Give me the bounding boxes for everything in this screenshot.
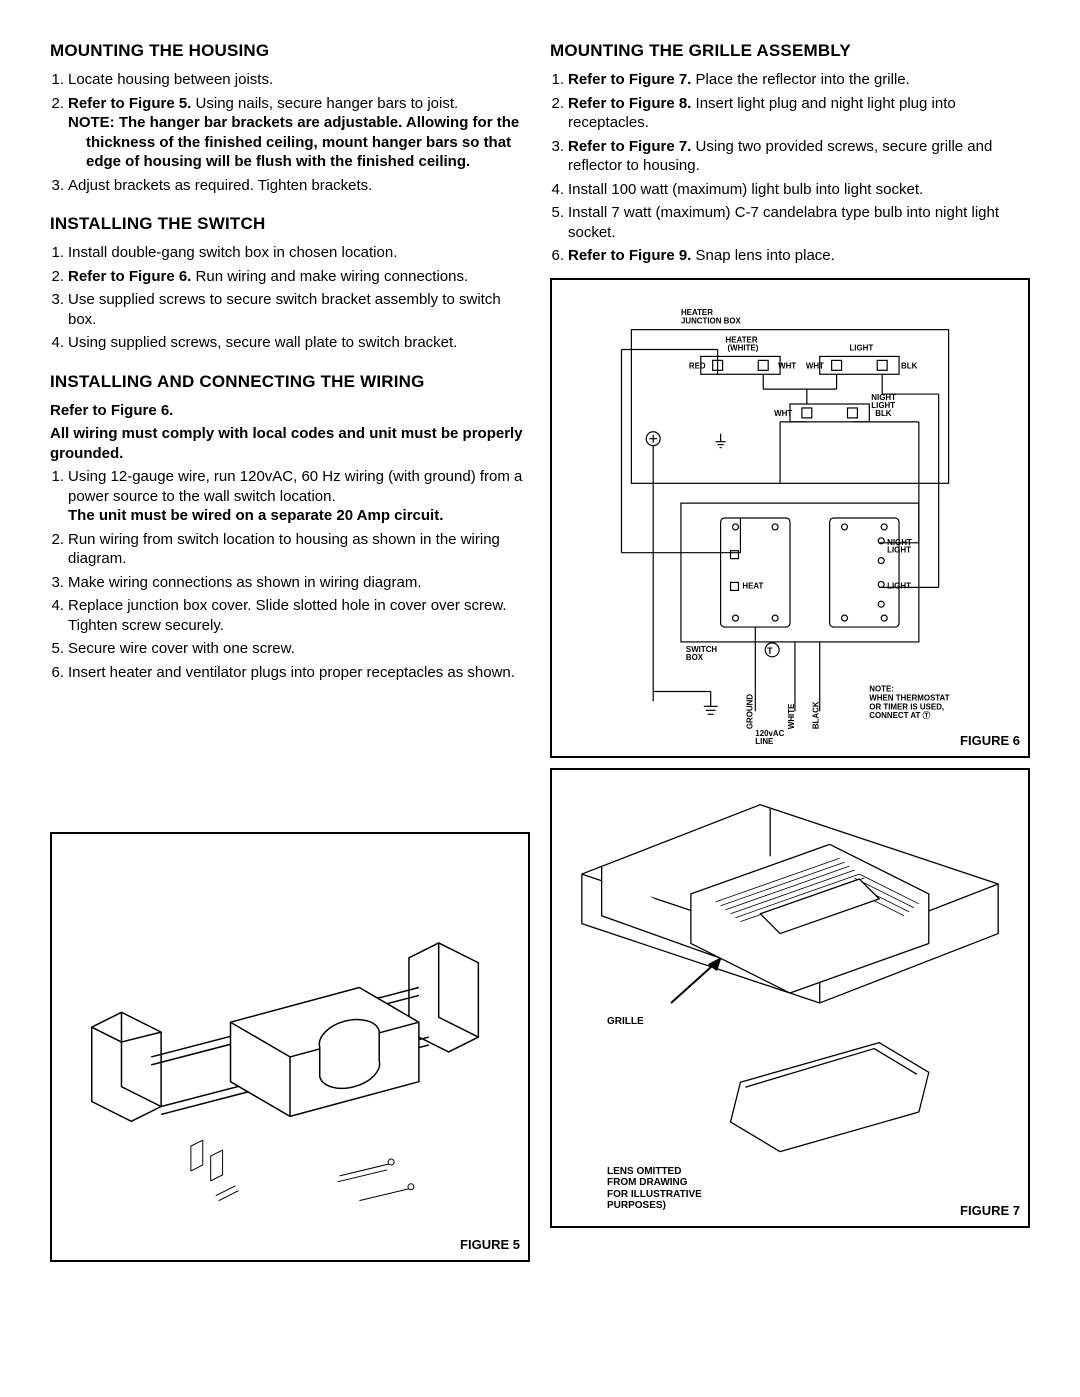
list-item: 2.Refer to Figure 5. Using nails, secure… — [68, 94, 530, 172]
intro-text: All wiring must comply with local codes … — [50, 424, 530, 463]
heading-mounting-housing: MOUNTING THE HOUSING — [50, 40, 530, 62]
label-heater-jb: HEATER — [681, 307, 713, 316]
svg-text:RED: RED — [689, 361, 706, 370]
figure-7: GRILLE LENS OMITTED FROM DRAWING FOR ILL… — [550, 768, 1030, 1228]
svg-text:WHT: WHT — [806, 361, 824, 370]
list-item: 4.Install 100 watt (maximum) light bulb … — [568, 180, 1030, 200]
svg-text:BLACK: BLACK — [812, 701, 821, 729]
svg-text:NOTE:: NOTE: — [869, 684, 894, 693]
list-item: 6.Refer to Figure 9. Snap lens into plac… — [568, 246, 1030, 266]
svg-text:LIGHT: LIGHT — [887, 581, 911, 590]
svg-text:LIGHT: LIGHT — [849, 343, 873, 352]
svg-text:WHEN THERMOSTAT: WHEN THERMOSTAT — [869, 693, 949, 702]
figure-5-label: FIGURE 5 — [460, 1237, 520, 1254]
svg-text:BLK: BLK — [901, 361, 918, 370]
svg-text:(WHITE): (WHITE) — [728, 343, 759, 352]
list-installing-switch: 1.Install double-gang switch box in chos… — [50, 243, 530, 353]
heading-mounting-grille: MOUNTING THE GRILLE ASSEMBLY — [550, 40, 1030, 62]
label-lens-note: LENS OMITTED FROM DRAWING FOR ILLUSTRATI… — [607, 1166, 702, 1212]
svg-text:LIGHT: LIGHT — [887, 545, 911, 554]
figure-5-svg — [62, 844, 518, 1250]
page-columns: MOUNTING THE HOUSING 1.Locate housing be… — [50, 40, 1030, 1262]
svg-text:WHITE: WHITE — [787, 703, 796, 729]
svg-text:GROUND: GROUND — [745, 693, 754, 728]
svg-text:BOX: BOX — [686, 652, 704, 661]
figure-5: FIGURE 5 — [50, 832, 530, 1262]
heading-installing-wiring: INSTALLING AND CONNECTING THE WIRING — [50, 371, 530, 393]
note-text: NOTE: The hanger bar brackets are adjust… — [86, 113, 530, 172]
svg-text:WHT: WHT — [774, 408, 792, 417]
svg-text:LINE: LINE — [755, 737, 773, 746]
list-item: 5.Secure wire cover with one screw. — [68, 639, 530, 659]
figure-6: HEATER JUNCTION BOX HEATER(WHITE) LIGHT … — [550, 278, 1030, 758]
list-item: 3.Make wiring connections as shown in wi… — [68, 573, 530, 593]
right-column: MOUNTING THE GRILLE ASSEMBLY 1.Refer to … — [550, 40, 1030, 1262]
list-item: 3.Adjust brackets as required. Tighten b… — [68, 176, 530, 196]
list-item: 2.Refer to Figure 6. Run wiring and make… — [68, 267, 530, 287]
list-item: 1.Locate housing between joists. — [68, 70, 530, 90]
svg-text:WHT: WHT — [778, 361, 796, 370]
list-item: 3.Refer to Figure 7. Using two provided … — [568, 137, 1030, 176]
figure-6-label: FIGURE 6 — [960, 733, 1020, 750]
figure-7-svg — [562, 780, 1018, 1216]
intro-text: Refer to Figure 6. — [50, 401, 530, 421]
list-item: 2.Run wiring from switch location to hou… — [68, 530, 530, 569]
svg-text:OR TIMER IS USED,: OR TIMER IS USED, — [869, 702, 944, 711]
list-item: 4.Using supplied screws, secure wall pla… — [68, 333, 530, 353]
label-grille: GRILLE — [607, 1015, 644, 1028]
svg-text:T: T — [767, 645, 773, 655]
list-item: 2.Refer to Figure 8. Insert light plug a… — [568, 94, 1030, 133]
bold-text: The unit must be wired on a separate 20 … — [86, 506, 530, 526]
list-item: 6.Insert heater and ventilator plugs int… — [68, 663, 530, 683]
list-item: 3.Use supplied screws to secure switch b… — [68, 290, 530, 329]
svg-text:JUNCTION BOX: JUNCTION BOX — [681, 316, 742, 325]
list-item: 1.Using 12-gauge wire, run 120vAC, 60 Hz… — [68, 467, 530, 526]
figure-6-svg: HEATER JUNCTION BOX HEATER(WHITE) LIGHT … — [562, 290, 1018, 746]
list-item: 1.Install double-gang switch box in chos… — [68, 243, 530, 263]
svg-text:CONNECT AT Ⓣ: CONNECT AT Ⓣ — [869, 710, 930, 720]
list-mounting-housing: 1.Locate housing between joists. 2.Refer… — [50, 70, 530, 195]
list-item: 5.Install 7 watt (maximum) C-7 candelabr… — [568, 203, 1030, 242]
list-mounting-grille: 1.Refer to Figure 7. Place the reflector… — [550, 70, 1030, 266]
svg-text:BLK: BLK — [875, 408, 892, 417]
heading-installing-switch: INSTALLING THE SWITCH — [50, 213, 530, 235]
list-installing-wiring: 1.Using 12-gauge wire, run 120vAC, 60 Hz… — [50, 467, 530, 682]
figure-7-label: FIGURE 7 — [960, 1203, 1020, 1220]
svg-text:HEAT: HEAT — [742, 581, 763, 590]
left-column: MOUNTING THE HOUSING 1.Locate housing be… — [50, 40, 530, 1262]
list-item: 1.Refer to Figure 7. Place the reflector… — [568, 70, 1030, 90]
list-item: 4.Replace junction box cover. Slide slot… — [68, 596, 530, 635]
